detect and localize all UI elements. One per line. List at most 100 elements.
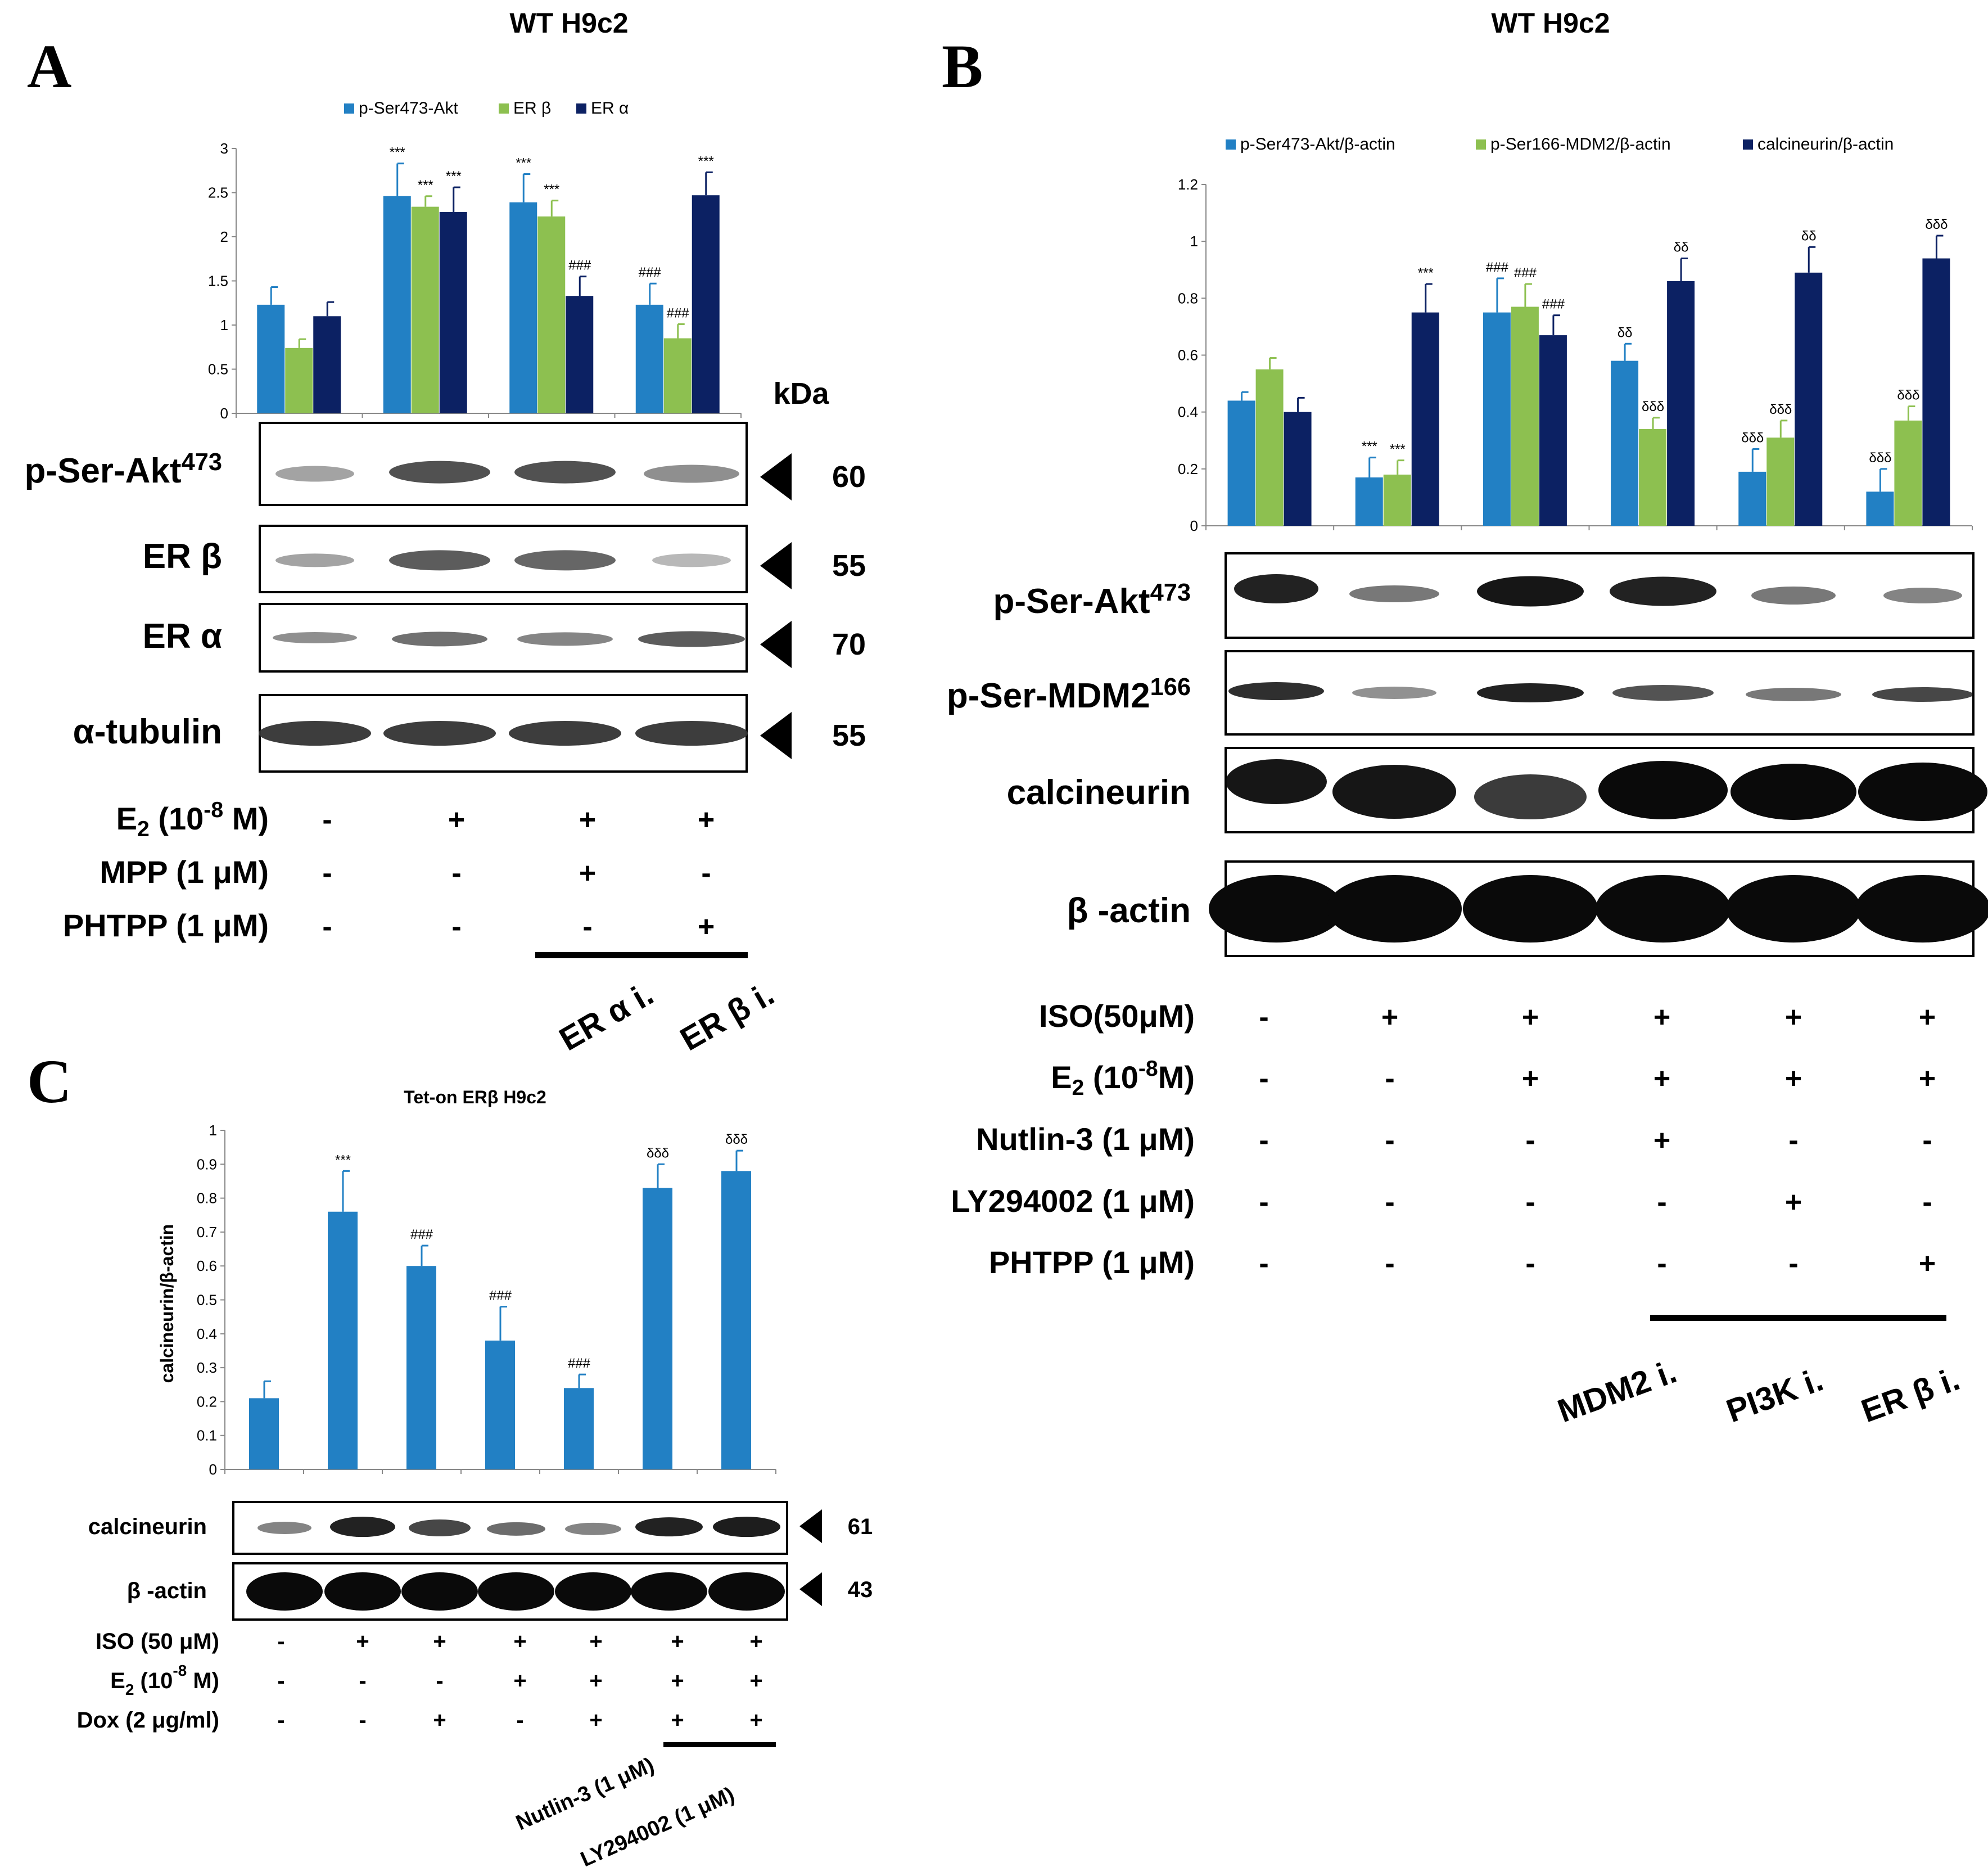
blot-label: ER α <box>143 617 222 656</box>
treatment-label-part: (10 <box>150 801 204 836</box>
bar <box>1639 429 1667 526</box>
blot-band <box>330 1517 395 1537</box>
y-tick-label: 0.3 <box>197 1359 217 1376</box>
blot-label: ER β <box>143 537 222 576</box>
blot-band <box>708 1572 785 1611</box>
significance-marker: *** <box>1362 439 1377 454</box>
y-tick-label: 1 <box>220 317 228 333</box>
treatment-sign: - <box>1385 1247 1394 1280</box>
panel-b-chart: 00.20.40.60.811.2*** ****** ### ######δδδδδ… <box>1178 135 1973 534</box>
blot-band <box>487 1522 545 1536</box>
blot-band <box>1746 687 1841 701</box>
blot-label-part: 473 <box>1150 579 1191 606</box>
bar <box>406 1266 436 1469</box>
blot-band <box>644 465 739 483</box>
treatment-sign: - <box>1525 1186 1535 1219</box>
bar <box>635 304 663 413</box>
significance-marker: δδδ <box>1741 430 1764 445</box>
bar <box>249 1398 279 1469</box>
kda-value: 60 <box>832 460 866 494</box>
treatment-label: ISO(50μM) <box>1039 998 1195 1034</box>
blot-frame <box>259 422 748 506</box>
blot-band <box>401 1572 478 1611</box>
treatment-sign: - <box>1788 1247 1798 1280</box>
treatment-sign: - <box>701 857 711 890</box>
blot-band <box>509 721 621 746</box>
significance-marker: ### <box>1542 297 1565 312</box>
significance-marker: δδδ <box>1769 402 1792 417</box>
bar <box>1795 272 1823 526</box>
treatment-label-part: -8 <box>173 1662 187 1679</box>
significance-marker: *** <box>698 154 714 169</box>
blot-band <box>1610 576 1716 606</box>
blot-band <box>1858 763 1987 821</box>
panel-a-title: WT H9c2 <box>509 7 628 39</box>
treatment-sign: - <box>1922 1186 1932 1219</box>
y-tick-label: 2 <box>220 228 228 245</box>
treatment-sign: + <box>589 1629 602 1654</box>
treatment-sign: - <box>1259 1062 1268 1095</box>
blot-frame <box>259 525 748 593</box>
blot-band <box>514 461 616 484</box>
blot-label: calcineurin <box>1007 773 1191 812</box>
blot-band <box>635 1517 703 1537</box>
y-tick-label: 1.5 <box>208 273 228 290</box>
blot-band <box>1872 687 1973 702</box>
blot-label: p-Ser-Akt473 <box>993 579 1191 621</box>
blot-band <box>257 1522 311 1534</box>
significance-marker: δδ <box>1801 228 1817 243</box>
legend-swatch <box>344 103 354 114</box>
y-tick-label: 1.2 <box>1178 176 1198 193</box>
treatment-label: MPP (1 μM) <box>100 854 269 890</box>
blot-band <box>555 1572 631 1611</box>
significance-marker: *** <box>1418 265 1434 281</box>
bar <box>1539 335 1567 526</box>
treatment-sign: - <box>451 857 461 890</box>
bar <box>1738 471 1766 526</box>
bar <box>485 1340 515 1469</box>
treatment-sign: - <box>1788 1124 1798 1157</box>
blot-band <box>713 1517 780 1537</box>
treatment-label-part: (10 <box>134 1668 173 1693</box>
bar <box>721 1171 751 1469</box>
significance-marker: δδδ <box>1925 217 1948 232</box>
blot-band <box>409 1519 471 1536</box>
blot-band <box>246 1572 323 1611</box>
treatment-sign: + <box>671 1708 684 1733</box>
treatment-sign: - <box>277 1668 284 1693</box>
bar <box>257 304 285 413</box>
treatment-sign: - <box>1259 1001 1268 1034</box>
panel-b: B WT H9c2 0 0.2 0.4 0.6 0.8 1 1.2 *** *** *** ### #… <box>942 7 1988 1429</box>
blot-band <box>389 461 490 484</box>
y-tick-label: 0.1 <box>197 1427 217 1444</box>
legend-swatch <box>1226 139 1236 150</box>
treatment-sign: + <box>513 1629 526 1654</box>
treatment-label-part: M) <box>187 1668 219 1693</box>
bar <box>328 1211 358 1469</box>
blot-band <box>1751 587 1836 605</box>
bar <box>1255 369 1284 526</box>
bar <box>566 296 594 413</box>
y-tick-label: 0 <box>220 405 228 422</box>
bar <box>643 1188 672 1469</box>
bar <box>1511 306 1539 526</box>
treatment-label-part: E <box>1051 1059 1072 1095</box>
treatment-sign: + <box>749 1629 762 1654</box>
legend-swatch <box>1476 139 1486 150</box>
blot-label-part: -Akt <box>114 452 182 490</box>
panel-c-letter: C <box>27 1047 71 1116</box>
treatment-label-part: M) <box>223 801 269 836</box>
blot-label-part: 166 <box>1150 674 1191 701</box>
blot-label-part: p-Ser <box>993 582 1082 621</box>
treatment-sign: + <box>1653 1062 1670 1095</box>
y-tick-label: 0.8 <box>197 1190 217 1207</box>
significance-marker: ### <box>667 305 690 321</box>
treatment-sign: + <box>356 1629 369 1654</box>
treatment-sign: + <box>1785 1186 1802 1219</box>
blot-band <box>1596 875 1731 942</box>
treatment-sign: - <box>277 1708 284 1733</box>
blot-band <box>565 1522 621 1535</box>
treatment-sign: - <box>436 1668 443 1693</box>
treatment-label-part: -8 <box>1138 1057 1158 1081</box>
